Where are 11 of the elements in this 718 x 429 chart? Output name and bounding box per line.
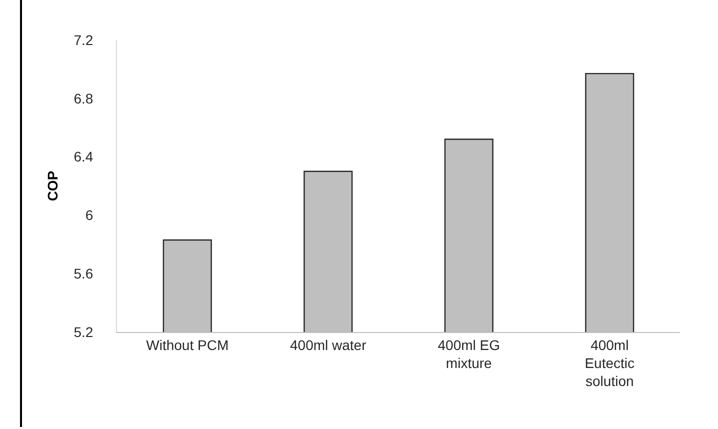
y-tick-label: 5.6 [74,266,94,282]
y-tick-label: 6.4 [74,148,94,165]
y-axis-title: COP [44,170,60,202]
x-tick-label: Without PCM [146,336,229,353]
y-tick-label: 5.2 [74,324,94,340]
x-tick-label: 400ml EG mixture [438,336,500,371]
y-tick-label: 6 [85,207,94,224]
x-tick-label: 400ml water [290,336,367,353]
y-tick-label: 6.8 [74,90,94,106]
y-tick-label: 7.2 [74,32,94,48]
x-tick-label: 400ml Eutectic solution [584,336,635,390]
